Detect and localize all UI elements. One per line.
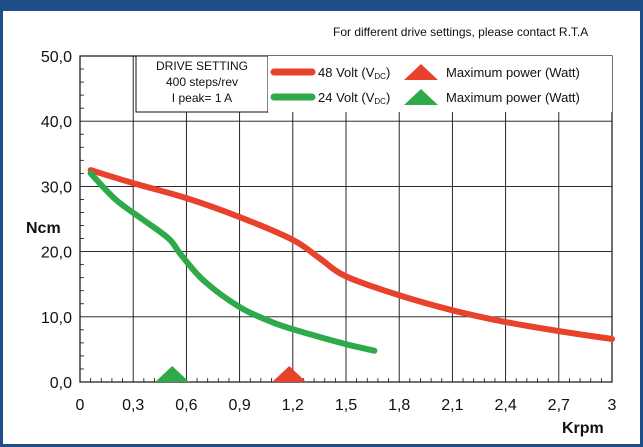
x-tick-label: 2,4 [494, 397, 516, 414]
y-tick-label: 50,0 [41, 49, 72, 66]
max-power-markers [155, 366, 307, 382]
x-tick-label: 0,6 [175, 397, 197, 414]
drive-setting-steps: 400 steps/rev [166, 75, 238, 89]
drive-setting-current: I peak= 1 A [172, 91, 232, 105]
drive-setting-box: DRIVE SETTING 400 steps/rev I peak= 1 A [135, 55, 269, 113]
x-tick-label: 0 [76, 397, 85, 414]
legend-24v-label: 24 Volt (VDC) [318, 90, 390, 106]
header-note: For different drive settings, please con… [333, 25, 588, 39]
legend: 48 Volt (VDC) Maximum power (Watt) 24 Vo… [268, 56, 612, 112]
y-tick-label: 40,0 [41, 114, 72, 131]
y-tick-label: 0,0 [50, 375, 72, 392]
legend-48v-marker-label: Maximum power (Watt) [446, 65, 580, 80]
y-tick-label: 30,0 [41, 179, 72, 196]
x-axis-label: Krpm [562, 420, 604, 437]
legend-box [268, 56, 612, 112]
y-tick-labels: 0,0 10,0 20,0 30,0 40,0 50,0 [41, 49, 72, 392]
series-48v-line [87, 167, 615, 342]
legend-48v-triangle-icon [404, 64, 438, 80]
x-tick-label: 1,8 [388, 397, 410, 414]
x-tick-label: 1,2 [282, 397, 304, 414]
legend-24v-triangle-icon [404, 89, 438, 105]
drive-setting-title: DRIVE SETTING [156, 59, 248, 73]
x-tick-label: 3 [608, 397, 617, 414]
x-tick-label: 2,7 [548, 397, 570, 414]
legend-24v-marker-label: Maximum power (Watt) [446, 90, 580, 105]
legend-48v-label: 48 Volt (VDC) [318, 65, 390, 81]
x-tick-label: 1,5 [335, 397, 357, 414]
y-axis-label: Ncm [26, 220, 61, 237]
top-band [0, 0, 643, 11]
series-group [87, 167, 615, 354]
max-power-24v-triangle-icon [155, 366, 190, 382]
max-power-48v-triangle-icon [272, 366, 307, 382]
y-tick-label: 20,0 [41, 245, 72, 262]
x-tick-label: 0,9 [228, 397, 250, 414]
series-24v-line [87, 170, 378, 354]
x-tick-label: 2,1 [441, 397, 463, 414]
x-tick-label: 0,3 [122, 397, 144, 414]
x-tick-labels: 0 0,3 0,6 0,9 1,2 1,5 1,8 2,1 2,4 2,7 3 [76, 397, 617, 414]
y-tick-label: 10,0 [41, 310, 72, 327]
